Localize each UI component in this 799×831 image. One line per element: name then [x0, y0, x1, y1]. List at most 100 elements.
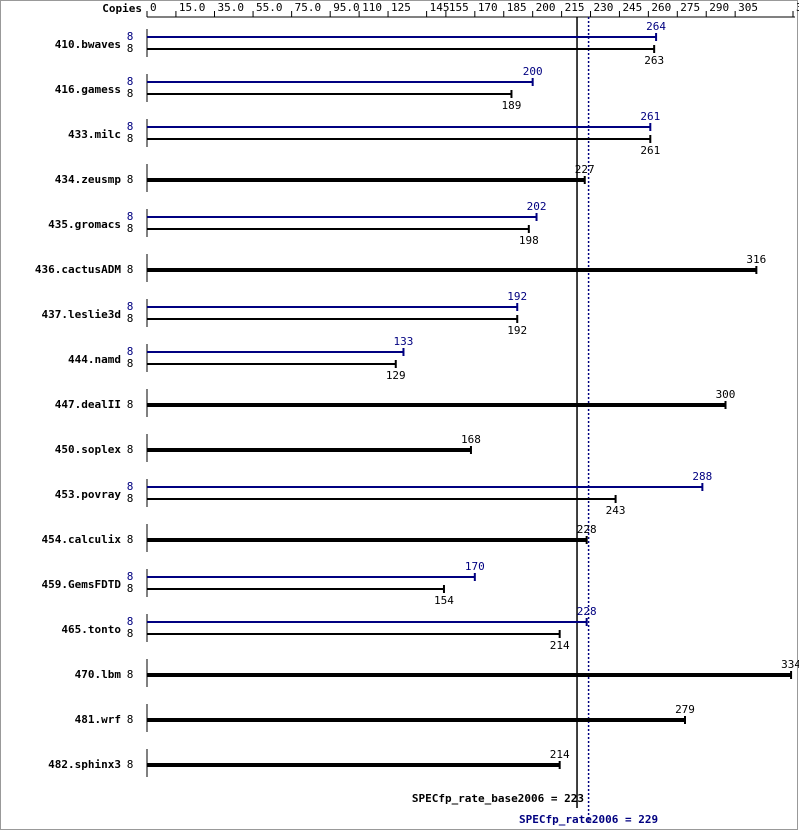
value-label: 228 [577, 605, 597, 618]
axis-label: Copies [102, 2, 142, 15]
bar [147, 576, 475, 578]
bar [147, 81, 533, 83]
x-tick-label: 75.0 [295, 1, 322, 14]
bar [147, 36, 657, 38]
bar [147, 138, 651, 140]
bar [147, 633, 560, 635]
value-label: 263 [644, 54, 664, 67]
value-label: 192 [507, 324, 527, 337]
category-label: 410.bwaves [55, 38, 121, 51]
copies-label: 8 [127, 210, 134, 223]
value-label: 261 [640, 144, 660, 157]
copies-label: 8 [127, 345, 134, 358]
value-label: 129 [386, 369, 406, 382]
bar [147, 318, 518, 320]
x-tick-label: 125 [391, 1, 411, 14]
reference-label: SPECfp_rate_base2006 = 223 [412, 792, 584, 805]
copies-label: 8 [127, 300, 134, 313]
bar [147, 216, 537, 218]
value-label: 200 [523, 65, 543, 78]
copies-label: 8 [127, 87, 134, 100]
bar [147, 588, 444, 590]
category-label: 465.tonto [61, 623, 121, 636]
copies-label: 8 [127, 398, 134, 411]
bar [147, 673, 792, 677]
value-label: 168 [461, 433, 481, 446]
category-label: 416.gamess [55, 83, 121, 96]
x-tick-label: 155 [449, 1, 469, 14]
value-label: 334 [781, 658, 799, 671]
copies-label: 8 [127, 30, 134, 43]
x-tick-label: 275 [680, 1, 700, 14]
copies-label: 8 [127, 120, 134, 133]
copies-label: 8 [127, 75, 134, 88]
bar [147, 228, 529, 230]
bar [147, 126, 651, 128]
bar [147, 538, 587, 542]
x-tick-label: 145 [430, 1, 450, 14]
copies-label: 8 [127, 492, 134, 505]
bar [147, 306, 518, 308]
category-label: 454.calculix [42, 533, 122, 546]
x-tick-label: 215 [565, 1, 585, 14]
x-tick-label: 55.0 [256, 1, 283, 14]
value-label: 261 [640, 110, 660, 123]
x-tick-label: 335 [796, 1, 799, 14]
copies-label: 8 [127, 615, 134, 628]
category-label: 437.leslie3d [42, 308, 121, 321]
copies-label: 8 [127, 173, 134, 186]
value-label: 133 [394, 335, 414, 348]
value-label: 154 [434, 594, 454, 607]
x-tick-label: 0 [150, 1, 157, 14]
bar [147, 351, 404, 353]
copies-label: 8 [127, 263, 134, 276]
x-tick-label: 15.0 [179, 1, 206, 14]
x-tick-label: 260 [651, 1, 671, 14]
copies-label: 8 [127, 132, 134, 145]
bar [147, 48, 655, 50]
bar [147, 93, 512, 95]
copies-label: 8 [127, 222, 134, 235]
x-tick-label: 185 [507, 1, 527, 14]
bar [147, 268, 757, 272]
category-label: 482.sphinx3 [48, 758, 121, 771]
category-label: 481.wrf [75, 713, 121, 726]
category-label: 459.GemsFDTD [42, 578, 122, 591]
copies-label: 8 [127, 480, 134, 493]
bar [147, 178, 585, 182]
copies-label: 8 [127, 570, 134, 583]
category-label: 444.namd [68, 353, 121, 366]
x-tick-label: 290 [709, 1, 729, 14]
copies-label: 8 [127, 582, 134, 595]
x-tick-label: 305 [738, 1, 758, 14]
copies-label: 8 [127, 627, 134, 640]
category-label: 433.milc [68, 128, 121, 141]
copies-label: 8 [127, 312, 134, 325]
value-label: 279 [675, 703, 695, 716]
category-label: 470.lbm [75, 668, 122, 681]
x-tick-label: 200 [536, 1, 556, 14]
value-label: 300 [716, 388, 736, 401]
category-label: 450.soplex [55, 443, 122, 456]
bar [147, 363, 396, 365]
copies-label: 8 [127, 533, 134, 546]
value-label: 214 [550, 639, 570, 652]
category-label: 434.zeusmp [55, 173, 122, 186]
bar [147, 498, 616, 500]
x-tick-label: 35.0 [217, 1, 244, 14]
copies-label: 8 [127, 443, 134, 456]
bar [147, 448, 471, 452]
value-label: 288 [692, 470, 712, 483]
value-label: 170 [465, 560, 485, 573]
x-tick-label: 230 [594, 1, 614, 14]
bar [147, 403, 726, 407]
category-label: 435.gromacs [48, 218, 121, 231]
value-label: 243 [606, 504, 626, 517]
value-label: 227 [575, 163, 595, 176]
bar [147, 621, 587, 623]
reference-label: SPECfp_rate2006 = 229 [519, 813, 658, 826]
category-label: 436.cactusADM [35, 263, 121, 276]
value-label: 192 [507, 290, 527, 303]
copies-label: 8 [127, 713, 134, 726]
